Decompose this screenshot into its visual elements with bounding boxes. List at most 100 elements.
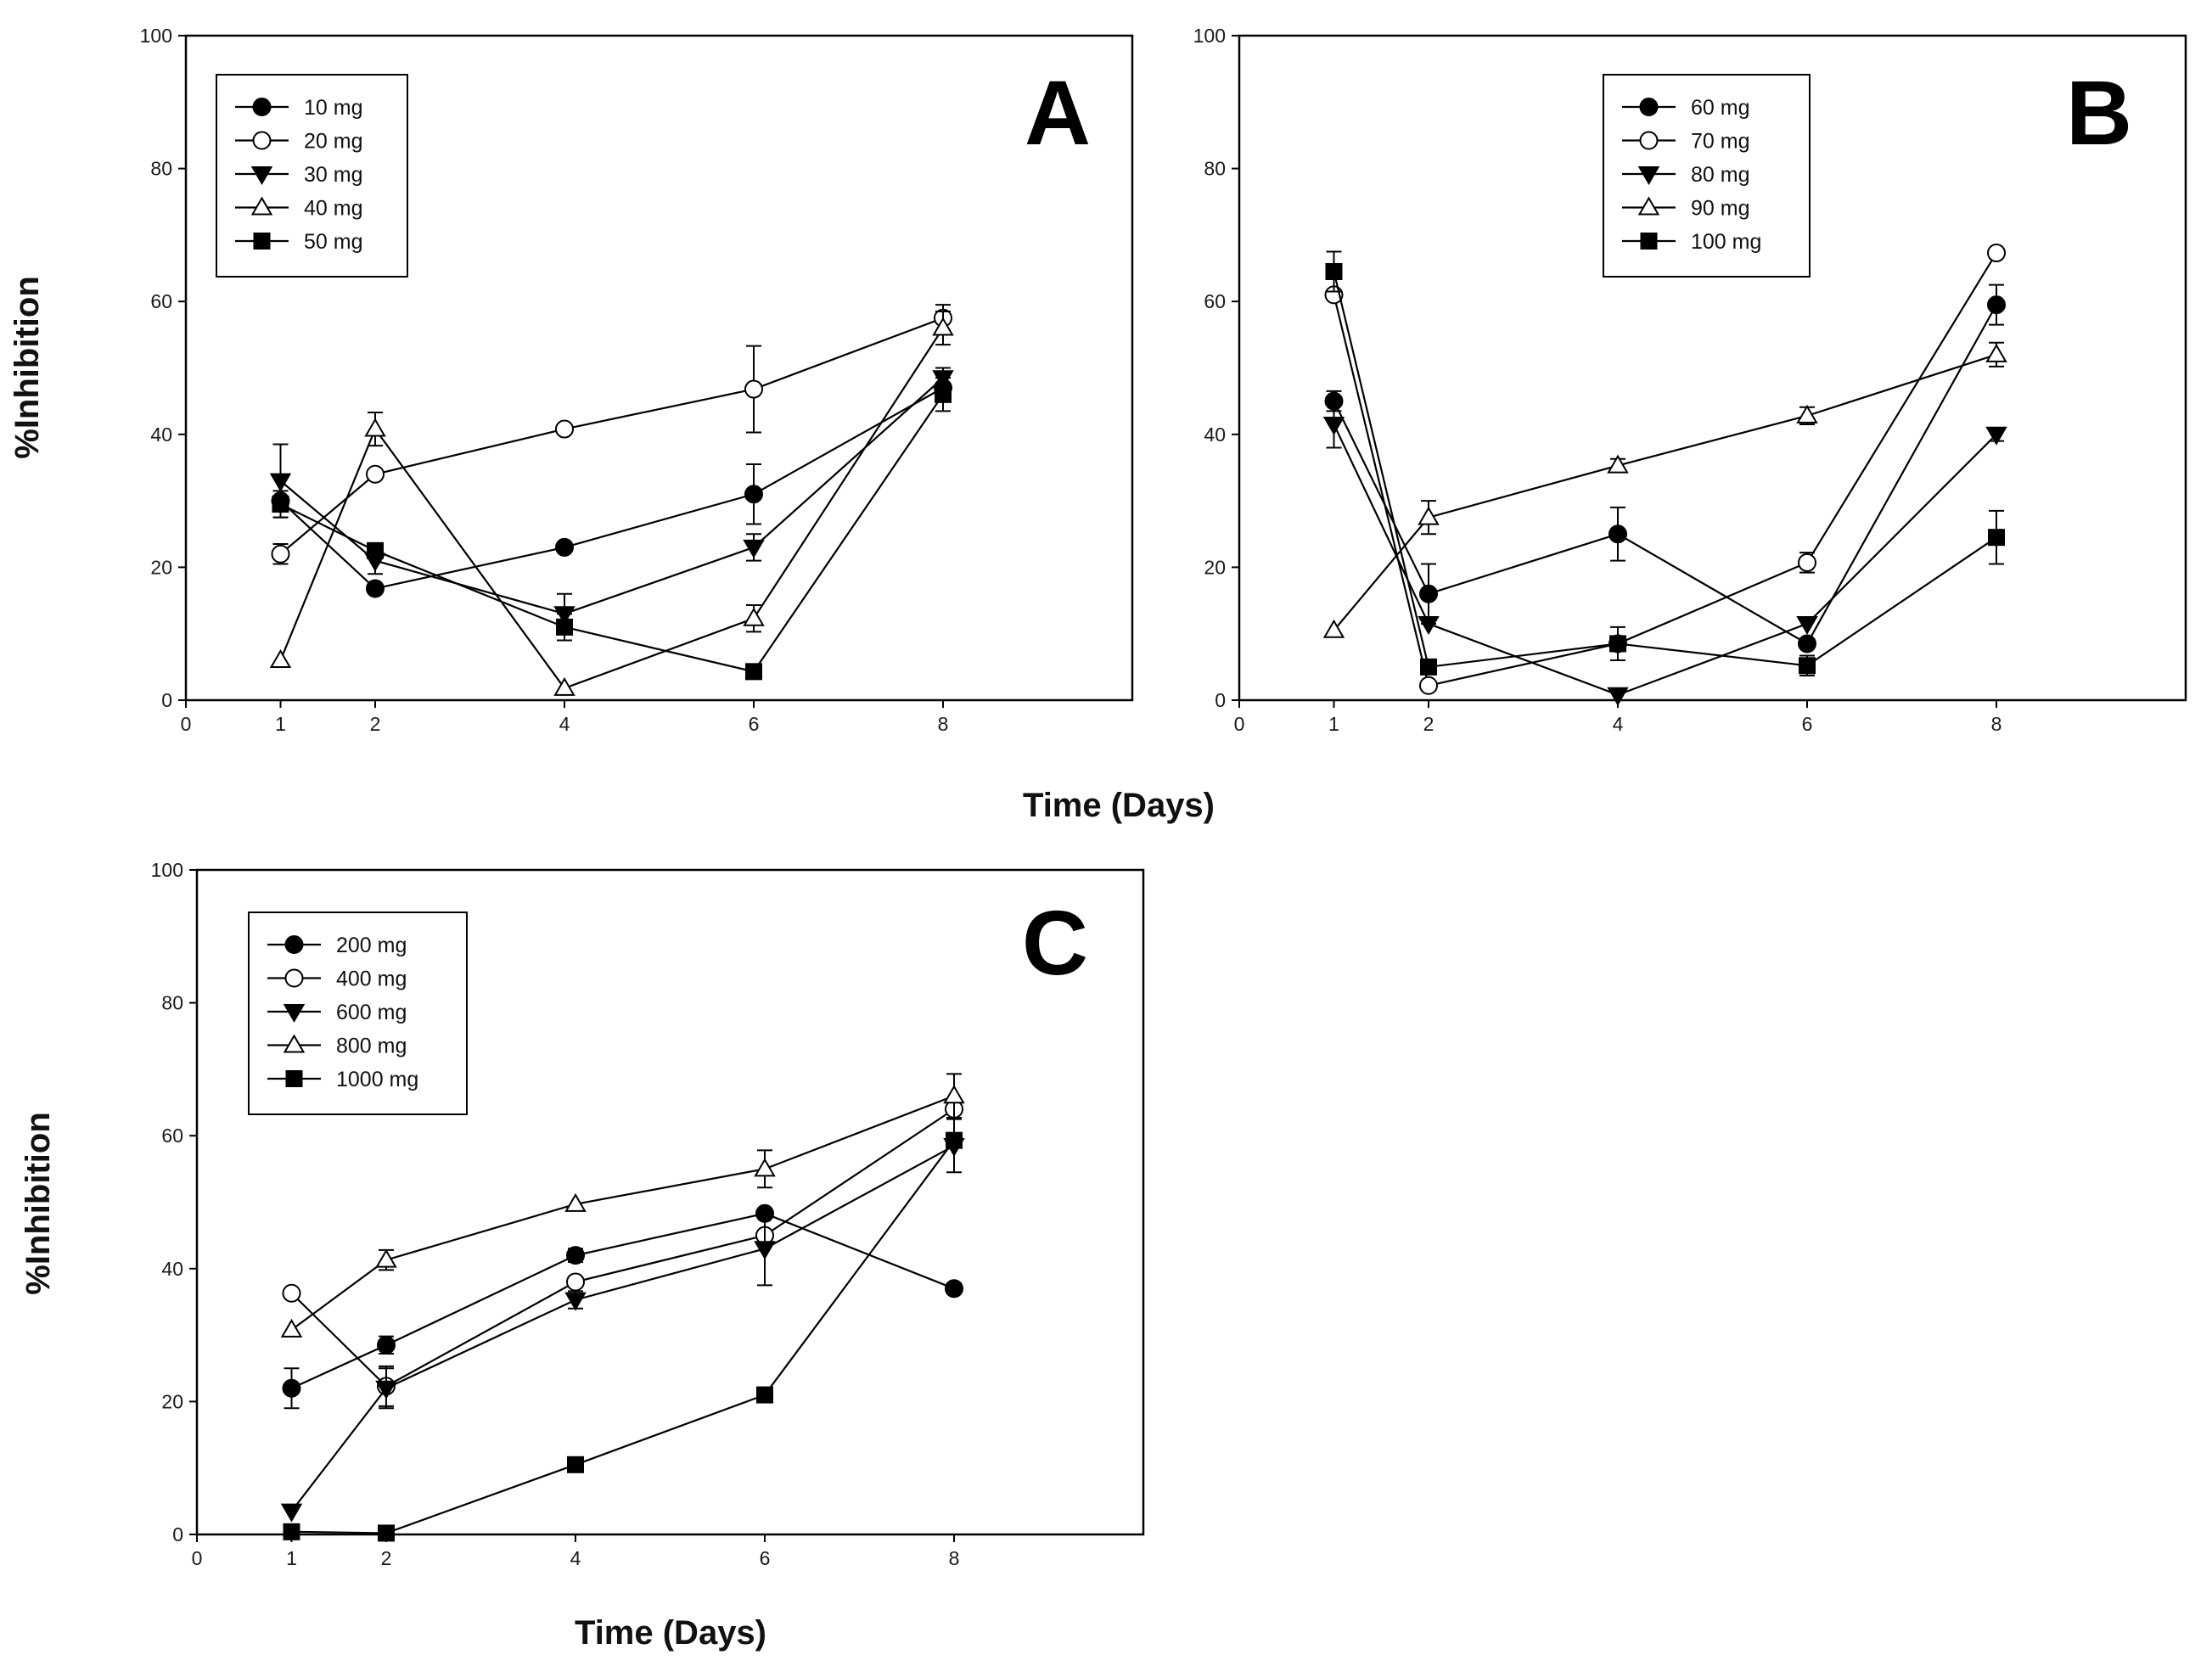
panel-b-legend-entry-70-mg: 70 mg <box>1622 130 1749 154</box>
panel-a-series-50-mg-point <box>556 618 573 636</box>
panel-b-legend-entry-70-mg-marker <box>1639 131 1659 150</box>
panel-a-series-50-mg-point <box>367 541 384 559</box>
panel-c-series-800-mg-point <box>280 1318 303 1338</box>
panel-c-series-1000-mg-point <box>946 1131 963 1149</box>
panel-c-series-600-mg-line <box>290 1144 955 1512</box>
panel-b-series-70-mg-point <box>1798 553 1816 572</box>
panel-a-legend-entry-20-mg: 20 mg <box>235 130 362 154</box>
panel-c-legend-entry-400-mg-marker <box>284 968 304 988</box>
panel-b-legend-entry-80-mg-label: 80 mg <box>1691 163 1749 187</box>
panel-b-series-90-mg <box>1322 341 2007 638</box>
panel-b-legend-entry-100-mg: 100 mg <box>1622 230 1761 254</box>
panel-a-x-tick-label: 2 <box>370 713 381 735</box>
panel-c-legend-entry-600-mg-marker <box>283 1004 306 1023</box>
panel-a-series-40-mg-point <box>743 607 765 626</box>
panel-c-x-axis-title: Time (Days) <box>575 1614 766 1652</box>
panel-a-series-10-mg-point <box>366 579 385 598</box>
panel-b-legend-entry-100-mg-label: 100 mg <box>1691 230 1761 254</box>
panel-a-y-tick-label: 40 <box>150 424 172 446</box>
panel-a-legend-entry-50-mg-marker <box>253 233 271 250</box>
panel-b-series-100-mg-point <box>1988 529 2005 547</box>
panel-b-series-100-mg-line <box>1333 271 1997 669</box>
panel-a-series-30-mg-point <box>743 539 765 558</box>
panel-a-series-40-mg-point <box>364 418 386 437</box>
panel-a-legend-entry-40-mg-label: 40 mg <box>304 197 362 221</box>
panel-a-letter: A <box>1025 61 1091 164</box>
panel-a-series-20-mg-point <box>555 419 574 439</box>
panel-a-series-50-mg-point <box>745 663 762 681</box>
panel-c-y-tick-label: 40 <box>161 1258 183 1280</box>
panel-b-series-60-mg-point <box>1798 634 1816 653</box>
panel-a-y-tick-label: 20 <box>150 556 172 578</box>
panel-c-series-600-mg <box>280 1118 965 1523</box>
panel-a-series-20-mg-point <box>366 464 385 484</box>
panel-a-legend-box <box>216 74 408 278</box>
panel-b-plot-frame <box>1238 34 2187 702</box>
panel-a-x-tick-label: 8 <box>938 713 949 735</box>
panel-c-y-axis-title: %Inhibition <box>20 1112 57 1295</box>
panel-a-y-axis-title: %Inhibition <box>8 276 46 459</box>
panel-c-plot-frame <box>195 868 1145 1536</box>
panel-a-x-tick-label: 6 <box>749 713 760 735</box>
panel-b-series-100-mg-point <box>1325 262 1343 280</box>
panel-c-series-600-mg-point <box>754 1241 776 1260</box>
panel-c-legend-entry-200-mg: 200 mg <box>267 934 407 957</box>
panel-c-series-200-mg-line <box>291 1212 955 1389</box>
panel-c-legend-entry-1000-mg: 1000 mg <box>267 1068 418 1091</box>
panel-c-legend-entry-800-mg: 800 mg <box>267 1035 407 1058</box>
panel-a-x-tick-label: 1 <box>275 713 286 735</box>
panel-b-series-90-mg-point <box>1322 619 1345 638</box>
panel-a-legend-entry-20-mg-marker <box>252 131 272 150</box>
panel-a-series-20-mg-point <box>744 379 763 399</box>
panel-c-series-200-mg-point <box>282 1378 301 1398</box>
panel-c-legend-entry-600-mg: 600 mg <box>267 1001 407 1024</box>
panel-c-y-tick-label: 0 <box>172 1523 183 1545</box>
panel-a-series-40-mg-line <box>279 327 944 690</box>
panel-b-legend-entry-60-mg-label: 60 mg <box>1691 96 1749 120</box>
panel-b-y-tick-label: 100 <box>1193 25 1226 47</box>
panel-b-legend-entry-60-mg: 60 mg <box>1622 96 1749 120</box>
panel-c-x-tick-label: 2 <box>381 1547 392 1569</box>
panel-c-y-tick-label: 100 <box>151 859 183 881</box>
panel-b-legend-entry-90-mg-label: 90 mg <box>1691 197 1749 221</box>
panel-a-y-tick-label: 0 <box>161 689 172 711</box>
panel-a-series-40-mg <box>269 310 954 696</box>
panel-c-letter: C <box>1022 891 1088 994</box>
panel-c-series-1000-mg-point <box>756 1386 773 1404</box>
panel-a-legend-entry-50-mg-label: 50 mg <box>304 230 362 254</box>
panel-b-series-80-mg-point <box>1985 426 2007 446</box>
panel-b-y-tick-label: 80 <box>1204 158 1226 180</box>
panel-a-legend-entry-20-mg-label: 20 mg <box>304 130 362 154</box>
panel-c-series-600-mg-point <box>280 1503 303 1523</box>
panel-b-y-tick-label: 40 <box>1204 424 1226 446</box>
panel-b-series-90-mg-point <box>1418 506 1440 525</box>
panel-b-legend-entry-100-mg-marker <box>1640 233 1658 250</box>
panel-b-x-tick-label: 0 <box>1234 713 1245 735</box>
panel-b-legend-entry-70-mg-label: 70 mg <box>1691 130 1749 154</box>
panel-c-series-1000-mg-point <box>378 1524 395 1542</box>
panel-c-series-400-mg-point <box>566 1272 585 1292</box>
panel-c-legend: 200 mg 400 mg 600 mg 800 mg 1000 mg <box>248 912 468 1115</box>
panel-b-series-100-mg-point <box>1420 658 1437 676</box>
panel-c-series-800-mg <box>280 1073 965 1338</box>
panel-b-series-60-mg-point <box>1987 295 2006 315</box>
panel-c-legend-entry-400-mg-label: 400 mg <box>336 968 407 991</box>
panel-a-legend-entry-10-mg-label: 10 mg <box>304 96 362 120</box>
panel-c-series-200-mg-point <box>945 1279 963 1299</box>
panel-c-legend-entry-600-mg-label: 600 mg <box>336 1001 407 1024</box>
panel-b-legend-entry-90-mg-marker <box>1637 196 1660 216</box>
panel-b-legend: 60 mg 70 mg 80 mg 90 mg 100 mg <box>1603 74 1811 278</box>
panel-c-legend-entry-1000-mg-label: 1000 mg <box>336 1068 418 1091</box>
panel-c-series-800-mg-point <box>564 1192 587 1212</box>
panel-a-y-tick-label: 100 <box>140 25 172 47</box>
panel-c-series-800-mg-point <box>943 1085 965 1104</box>
panel-b-series-80-mg-point <box>1796 615 1818 635</box>
panel-a-legend-entry-40-mg-marker <box>250 196 273 216</box>
panel-c-series-400-mg-point <box>282 1283 301 1303</box>
panel-a-y-tick-label: 80 <box>150 158 172 180</box>
panel-b-series-100-mg-point <box>1799 657 1816 675</box>
panel-c-x-tick-label: 8 <box>949 1547 960 1569</box>
panel-a-series-40-mg-point <box>553 676 575 696</box>
panel-c-series-1000-mg-point <box>567 1456 584 1473</box>
